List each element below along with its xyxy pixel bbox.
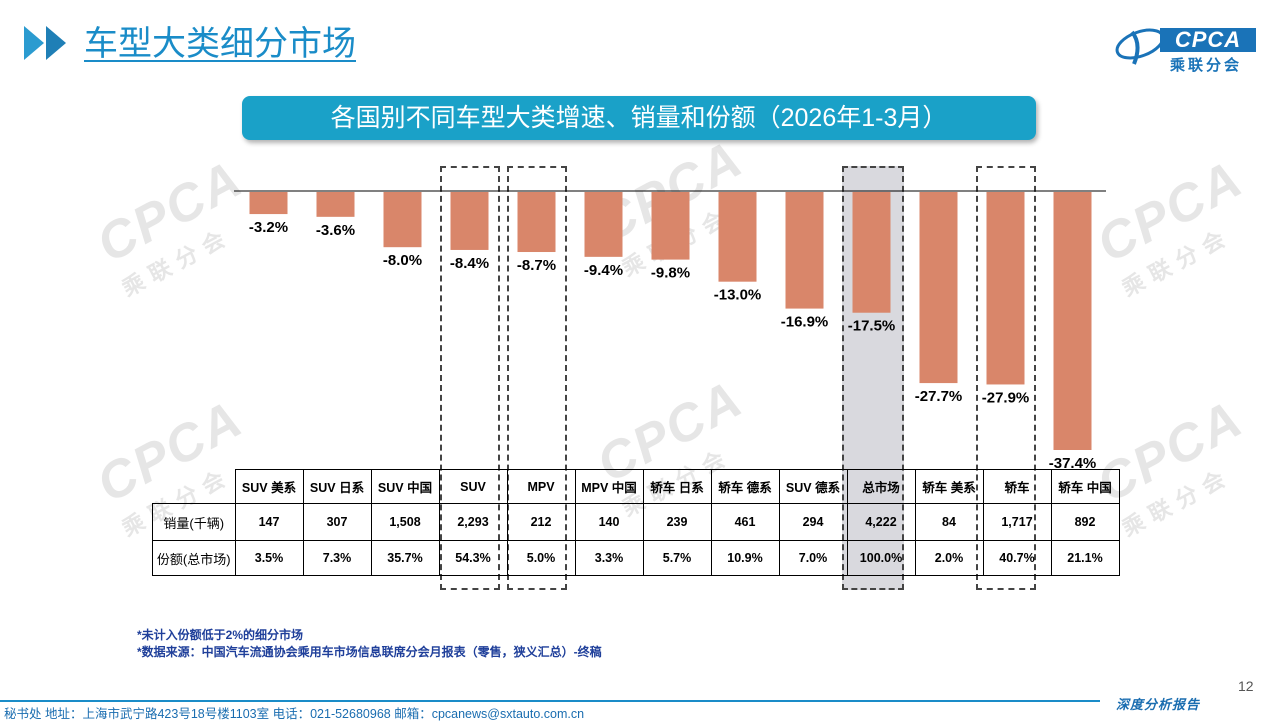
bar: [249, 192, 288, 215]
bar: [785, 192, 824, 309]
table-cell-volume: 307: [302, 503, 372, 541]
bar: [517, 192, 556, 253]
suv-highlight-box: [440, 166, 500, 590]
bar: [584, 192, 623, 257]
table-cell-volume: 212: [506, 503, 576, 541]
table-cell-volume: 1,717: [982, 503, 1052, 541]
chevron-icon: [46, 26, 66, 60]
bar: [718, 192, 757, 282]
table-cell-share: 10.9%: [710, 540, 780, 576]
table-header-cell: 轿车 美系: [914, 469, 984, 504]
table-header-cell: 轿车 德系: [710, 469, 780, 504]
data-table: SUV 美系 SUV 日系 SUV 中国 SUV MPV MPV 中国 轿车 日系 轿车 德系…: [152, 469, 1120, 576]
table-cell-volume: 892: [1050, 503, 1120, 541]
table-cell-volume: 239: [642, 503, 712, 541]
table-cell-share: 54.3%: [438, 540, 508, 576]
total-market-highlight-box: [842, 166, 904, 590]
logo-subtitle: 乘联分会: [1170, 57, 1243, 74]
data-label: -9.4%: [584, 262, 623, 279]
mpv-highlight-box: [507, 166, 567, 590]
data-label: -27.7%: [915, 388, 963, 405]
table-cell-volume: 294: [778, 503, 848, 541]
growth-bar-chart: -3.2% -3.6% -8.0% -8.4% -8.7% -9.4% -9.8% -13.0…: [234, 190, 1106, 470]
footer-divider: [0, 700, 1100, 702]
data-label: -13.0%: [714, 287, 762, 304]
data-label: -8.7%: [517, 257, 556, 274]
sedan-highlight-box: [976, 166, 1036, 590]
footnotes: *未计入份额低于2%的细分市场 *数据来源：中国汽车流通协会乘用车市场信息联席分…: [137, 627, 602, 661]
bar: [316, 192, 355, 217]
table-cell-volume: 147: [234, 503, 304, 541]
bar: [852, 192, 891, 313]
data-label: -3.6%: [316, 222, 355, 239]
table-header-cell: MPV: [506, 469, 576, 504]
footer-report-label: 深度分析报告: [1116, 697, 1201, 712]
table-header-cell: SUV 美系: [234, 469, 304, 504]
table-corner: [152, 469, 236, 504]
chart-title-banner: 各国别不同车型大类增速、销量和份额（2026年1-3月）: [242, 96, 1036, 140]
table-cell-share: 2.0%: [914, 540, 984, 576]
data-label: -17.5%: [848, 318, 896, 335]
table-cell-volume: 1,508: [370, 503, 440, 541]
table-header-cell: 轿车 中国: [1050, 469, 1120, 504]
page-number: 12: [1238, 678, 1254, 694]
table-cell-volume: 2,293: [438, 503, 508, 541]
footnote: *数据来源：中国汽车流通协会乘用车市场信息联席分会月报表（零售，狭义汇总）-终稿: [137, 645, 602, 659]
table-cell-share: 40.7%: [982, 540, 1052, 576]
table-cell-share: 100.0%: [846, 540, 916, 576]
footnote: *未计入份额低于2%的细分市场: [137, 628, 304, 642]
table-cell-share: 35.7%: [370, 540, 440, 576]
table-cell-volume: 4,222: [846, 503, 916, 541]
data-label: -16.9%: [781, 314, 829, 331]
data-label: -9.8%: [651, 265, 690, 282]
table-cell-share: 5.0%: [506, 540, 576, 576]
table-cell-share: 7.3%: [302, 540, 372, 576]
data-label: -27.9%: [982, 389, 1030, 406]
bar: [383, 192, 422, 248]
data-label: -3.2%: [249, 219, 288, 236]
table-cell-share: 3.5%: [234, 540, 304, 576]
table-cell-volume: 84: [914, 503, 984, 541]
row-label-share: 份额(总市场): [152, 540, 236, 576]
table-header-cell: 轿车 日系: [642, 469, 712, 504]
table-cell-share: 7.0%: [778, 540, 848, 576]
bar: [986, 192, 1025, 385]
table-header-cell: SUV 德系: [778, 469, 848, 504]
page-title: 车型大类细分市场: [84, 25, 356, 63]
data-label: -8.0%: [383, 252, 422, 269]
table-header-cell: SUV: [438, 469, 508, 504]
bar: [450, 192, 489, 250]
table-header-cell: 总市场: [846, 469, 916, 504]
data-label: -37.4%: [1049, 455, 1097, 470]
table-cell-volume: 461: [710, 503, 780, 541]
logo-text: CPCA: [1160, 28, 1256, 52]
chevron-icon: [24, 26, 44, 60]
bar: [919, 192, 958, 384]
footer-address: 秘书处 地址：上海市武宁路423号18号楼1103室 电话：021-526809…: [4, 707, 585, 721]
bar: [651, 192, 690, 260]
bar: [1053, 192, 1092, 450]
table-header-cell: SUV 中国: [370, 469, 440, 504]
row-label-volume: 销量(千辆): [152, 503, 236, 541]
table-cell-share: 5.7%: [642, 540, 712, 576]
data-label: -8.4%: [450, 255, 489, 272]
table-header-cell: SUV 日系: [302, 469, 372, 504]
table-header-cell: 轿车: [982, 469, 1052, 504]
table-header-cell: MPV 中国: [574, 469, 644, 504]
table-cell-volume: 140: [574, 503, 644, 541]
table-cell-share: 21.1%: [1050, 540, 1120, 576]
table-cell-share: 3.3%: [574, 540, 644, 576]
